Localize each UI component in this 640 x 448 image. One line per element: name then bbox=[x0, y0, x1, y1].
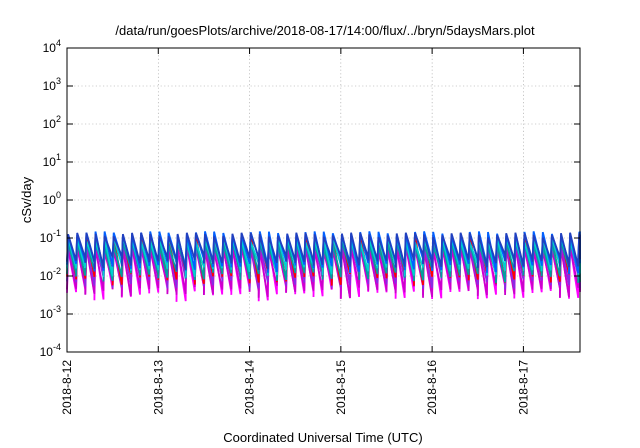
y-tick-label: 10-2 bbox=[40, 266, 61, 283]
y-tick-label: 10-1 bbox=[40, 228, 61, 245]
y-axis-label: cSv/day bbox=[19, 176, 34, 223]
y-tick-label: 10-3 bbox=[40, 304, 61, 321]
ticks bbox=[66, 47, 580, 353]
chart-title: /data/run/goesPlots/archive/2018-08-17/1… bbox=[115, 23, 535, 38]
x-tick-label: 2018-8-15 bbox=[334, 360, 348, 415]
y-tick-label: 10-4 bbox=[40, 342, 61, 359]
series-line bbox=[66, 232, 581, 271]
x-tick-label: 2018-8-12 bbox=[60, 360, 74, 415]
y-tick-label: 102 bbox=[43, 114, 61, 131]
x-tick-label: 2018-8-17 bbox=[516, 360, 530, 415]
y-tick-label: 103 bbox=[43, 76, 61, 93]
grid bbox=[67, 48, 580, 352]
x-tick-labels: 2018-8-12 2018-8-13 2018-8-14 2018-8-15 2018… bbox=[60, 360, 530, 415]
y-tick-labels: 10-4 10-3 10-2 10-1 100 101 102 103 104 bbox=[40, 38, 61, 359]
series-layer bbox=[66, 231, 581, 302]
y-tick-label: 100 bbox=[43, 190, 61, 207]
x-tick-label: 2018-8-13 bbox=[151, 360, 165, 415]
x-axis-label: Coordinated Universal Time (UTC) bbox=[223, 430, 422, 445]
x-tick-label: 2018-8-14 bbox=[243, 360, 257, 415]
x-tick-label: 2018-8-16 bbox=[425, 360, 439, 415]
y-tick-label: 104 bbox=[43, 38, 61, 55]
y-tick-label: 101 bbox=[43, 152, 61, 169]
